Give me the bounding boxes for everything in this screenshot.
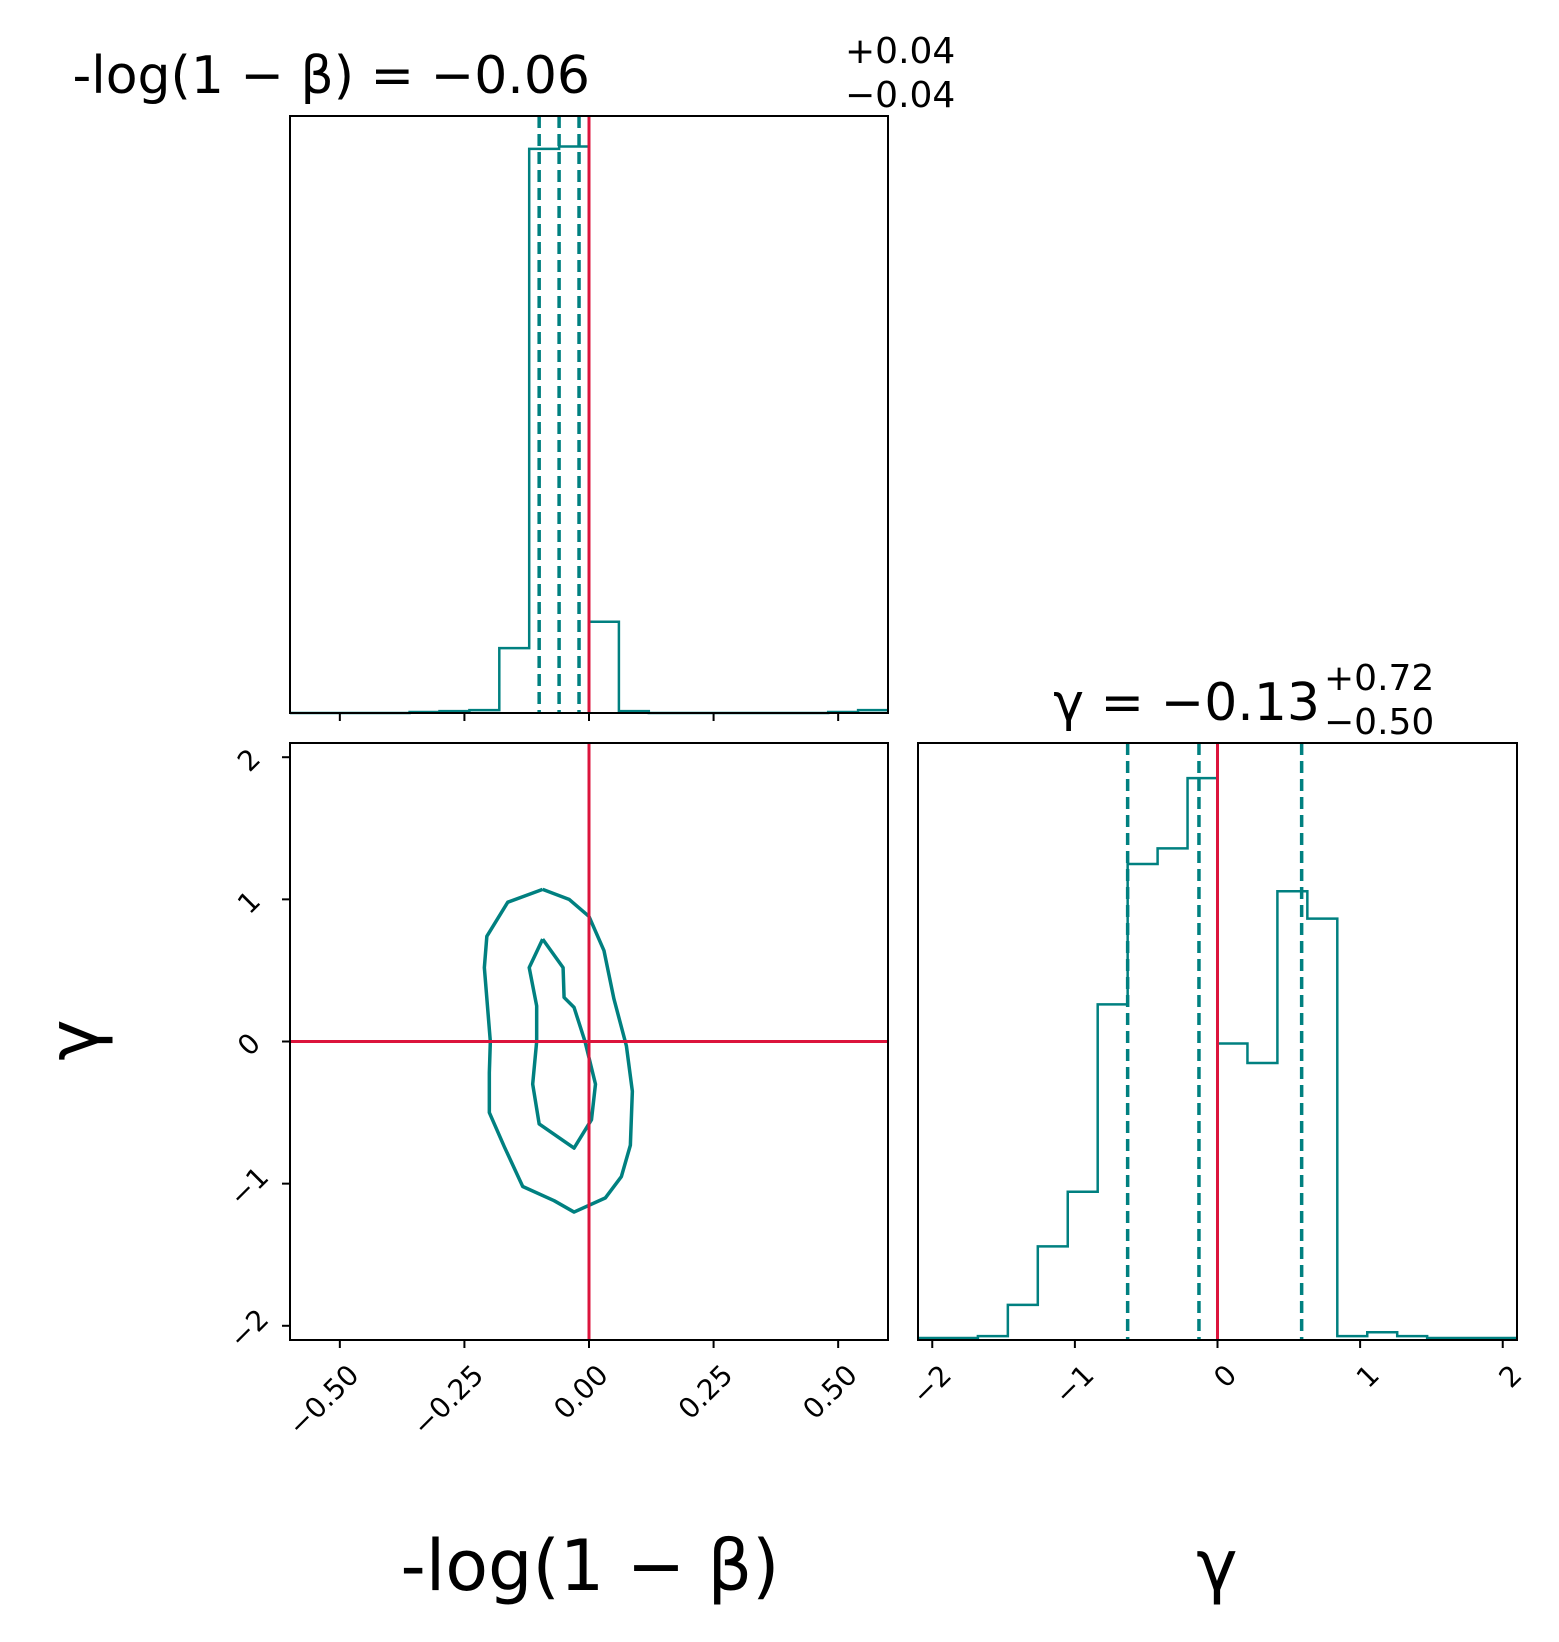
x-tick-label: −0.50 xyxy=(281,1358,365,1442)
histogram-bin xyxy=(1068,1192,1098,1340)
histogram-bin xyxy=(1367,1332,1397,1340)
x-tick-label: 0.50 xyxy=(796,1358,863,1425)
x-tick-label: 0 xyxy=(1207,1358,1243,1394)
y-tick-label: −2 xyxy=(223,1302,276,1355)
title-gamma: γ = −0.13 xyxy=(1053,673,1320,733)
y-tick-label: 2 xyxy=(231,742,267,778)
x-tick-label: 0.00 xyxy=(547,1358,614,1425)
contour-outer xyxy=(482,887,635,1214)
x-tick-label: −1 xyxy=(1048,1358,1101,1411)
histogram-bin xyxy=(1218,1043,1248,1340)
panel-marginal-gamma: −2 −1 0 1 2 γ = −0.13 +0.72 −0.50 γ xyxy=(905,658,1528,1607)
histogram-bin xyxy=(1038,1246,1068,1340)
y-tick-label: −1 xyxy=(223,1160,276,1213)
x-tick-label: −2 xyxy=(905,1358,958,1411)
histogram-bin xyxy=(589,622,619,713)
truth-lines-joint xyxy=(290,743,888,1340)
x-tick-label: 2 xyxy=(1492,1358,1528,1394)
panel-joint: −0.50 −0.25 0.00 0.25 0.50 −2 −1 0 1 2 -log(1 − … xyxy=(33,742,889,1607)
xticks-joint: −0.50 −0.25 0.00 0.25 0.50 xyxy=(281,1340,864,1442)
xticks-beta-hist xyxy=(338,713,840,721)
histogram-bin xyxy=(1188,778,1218,1340)
quantile-lines-beta xyxy=(537,116,581,713)
xticks-gamma-hist: −2 −1 0 1 2 xyxy=(905,1340,1528,1411)
title-gamma-sub: −0.50 xyxy=(1324,702,1434,743)
ylabel-joint: γ xyxy=(33,1019,115,1060)
y-tick-label: 0 xyxy=(231,1026,267,1062)
x-tick-label: −0.25 xyxy=(406,1358,490,1442)
x-tick-label: 0.25 xyxy=(672,1358,739,1425)
title-gamma-sup: +0.72 xyxy=(1324,658,1434,699)
histogram-bin xyxy=(1008,1305,1038,1340)
histogram-bin xyxy=(529,149,559,713)
histogram-bin xyxy=(1247,1063,1277,1340)
quantile-lines-gamma xyxy=(1125,743,1304,1340)
contour-inner xyxy=(527,938,598,1150)
histogram-bin xyxy=(1307,919,1337,1340)
yticks-joint: −2 −1 0 1 2 xyxy=(223,742,290,1355)
title-beta: -log(1 − β) = −0.06 xyxy=(73,46,591,106)
histogram-bin xyxy=(1128,864,1158,1340)
panel-marginal-beta: -log(1 − β) = −0.06 +0.04 −0.04 xyxy=(73,31,955,721)
title-beta-sub: −0.04 xyxy=(845,75,955,116)
y-tick-label: 1 xyxy=(231,884,267,920)
histogram-bin xyxy=(1158,848,1188,1340)
xlabel-gamma: γ xyxy=(1196,1525,1237,1607)
xlabel-joint: -log(1 − β) xyxy=(401,1525,780,1607)
x-tick-label: 1 xyxy=(1350,1358,1386,1394)
contours-joint xyxy=(482,887,635,1214)
histogram-bin xyxy=(559,147,589,713)
title-beta-sup: +0.04 xyxy=(845,31,955,72)
histogram-bin xyxy=(499,648,529,713)
histogram-bin xyxy=(1098,1004,1128,1340)
